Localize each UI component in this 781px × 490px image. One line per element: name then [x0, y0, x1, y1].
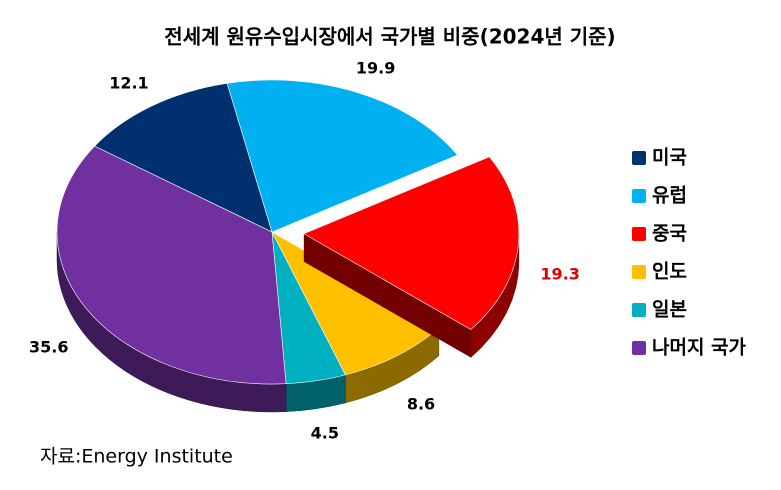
value-label: 8.6 [407, 395, 435, 414]
value-label: 35.6 [29, 338, 68, 357]
value-label: 4.5 [311, 424, 339, 443]
pie-slice [94, 83, 273, 233]
legend-label: 중국 [652, 223, 687, 245]
legend-swatch [632, 151, 646, 165]
legend-swatch [632, 341, 646, 355]
value-label: 19.3 [540, 265, 579, 284]
legend-label: 미국 [652, 147, 687, 169]
legend-label: 일본 [652, 299, 687, 321]
legend-swatch [632, 303, 646, 317]
pie-slice [303, 156, 520, 330]
legend-swatch [632, 265, 646, 279]
legend-label: 나머지 국가 [652, 337, 747, 359]
chart-title: 전세계 원유수입시장에서 국가별 비중(2024년 기준) [164, 25, 615, 49]
pie-slice [226, 79, 458, 233]
legend-label: 유럽 [652, 185, 687, 207]
pie-slice [56, 145, 287, 385]
source-note: 자료:Energy Institute [40, 446, 233, 468]
value-label: 19.9 [356, 59, 395, 78]
legend-swatch [632, 227, 646, 241]
value-label: 12.1 [109, 74, 148, 93]
legend-label: 인도 [652, 261, 687, 283]
slice-cut-face [303, 233, 471, 358]
legend-swatch [632, 189, 646, 203]
